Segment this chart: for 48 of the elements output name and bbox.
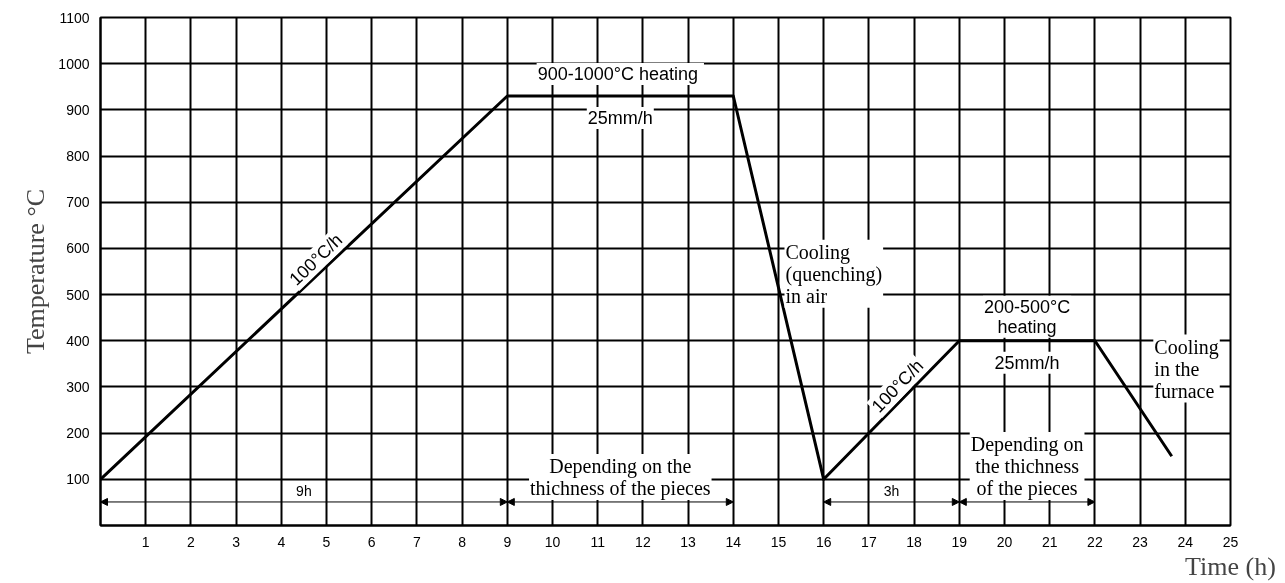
y-tick-label: 500 xyxy=(66,286,90,303)
y-tick-label: 600 xyxy=(66,240,90,257)
x-tick-label: 23 xyxy=(1132,533,1149,550)
annotation: Depending on the thichness of the pieces xyxy=(530,454,711,500)
x-tick-label: 14 xyxy=(725,533,742,550)
annotation: 200-500°C heating xyxy=(983,296,1071,337)
x-tick-label: 12 xyxy=(635,533,651,550)
x-tick-label: 6 xyxy=(367,533,376,550)
x-tick-label: 20 xyxy=(996,533,1013,550)
x-tick-label: 21 xyxy=(1041,533,1058,550)
x-tick-label: 8 xyxy=(458,533,467,550)
y-tick-label: 900 xyxy=(66,101,90,118)
annotation: Cooling in the furnace xyxy=(1154,335,1219,402)
x-tick-label: 15 xyxy=(770,533,787,550)
x-tick-label: 16 xyxy=(815,533,832,550)
x-tick-label: 24 xyxy=(1177,533,1194,550)
y-tick-label: 700 xyxy=(66,194,90,211)
x-tick-label: 10 xyxy=(544,533,561,550)
y-tick-label: 800 xyxy=(66,148,90,165)
x-tick-label: 25 xyxy=(1222,533,1239,550)
x-tick-label: 18 xyxy=(906,533,923,550)
y-tick-label: 400 xyxy=(66,332,90,349)
y-tick-label: 1000 xyxy=(58,55,90,72)
y-tick-label: 1100 xyxy=(59,9,90,26)
annotation: 3h xyxy=(883,482,900,499)
x-tick-label: 22 xyxy=(1087,533,1103,550)
annotation: 9h xyxy=(296,482,312,499)
x-tick-label: 13 xyxy=(680,533,697,550)
x-tick-label: 3 xyxy=(232,533,241,550)
y-axis-title: Temperature °C xyxy=(21,188,51,355)
y-tick-label: 300 xyxy=(66,378,90,395)
x-tick-label: 7 xyxy=(413,533,422,550)
x-tick-label: 4 xyxy=(277,533,286,550)
y-tick-label: 100 xyxy=(66,471,90,488)
annotation: 900-1000°C heating xyxy=(537,64,698,85)
x-tick-label: 17 xyxy=(861,533,877,550)
x-tick-label: 11 xyxy=(590,533,606,550)
x-tick-label: 2 xyxy=(187,533,196,550)
annotation: 25mm/h xyxy=(994,352,1060,373)
x-tick-label: 5 xyxy=(322,533,331,550)
x-axis-title: Time (h) xyxy=(1185,551,1276,581)
y-tick-label: 200 xyxy=(66,425,90,442)
annotation: 25mm/h xyxy=(587,108,653,129)
annotation: Cooling (quenching) in air xyxy=(785,240,883,307)
x-tick-label: 1 xyxy=(141,533,150,550)
annotation: Depending on the thichness of the pieces xyxy=(970,432,1084,500)
x-tick-label: 9 xyxy=(503,533,512,550)
x-tick-label: 19 xyxy=(951,533,968,550)
